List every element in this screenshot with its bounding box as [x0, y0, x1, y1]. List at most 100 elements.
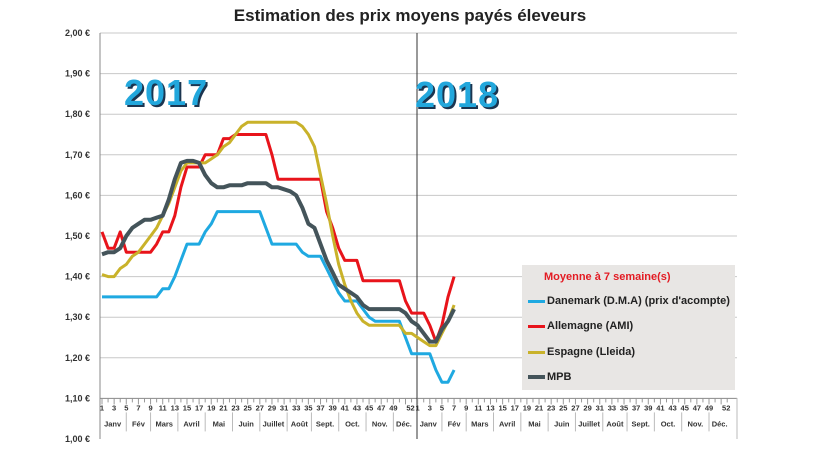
month-label: Mai	[528, 419, 541, 428]
month-label: Mars	[155, 419, 173, 428]
x-tick-label: 7	[452, 403, 456, 412]
series-line-mpb	[101, 158, 456, 344]
y-tick-label: 1,60 €	[65, 190, 90, 200]
legend-swatch	[528, 324, 545, 328]
x-tick-label: 7	[136, 403, 140, 412]
x-tick-label: 47	[377, 403, 385, 412]
x-tick-label: 25	[244, 403, 252, 412]
month-label: Juin	[238, 419, 254, 428]
month-label: Déc.	[396, 419, 412, 428]
year-label-2017: 2017	[124, 72, 209, 113]
legend-label: Allemagne (AMI)	[547, 320, 634, 332]
x-tick-label: 49	[705, 403, 713, 412]
x-tick-label: 3	[112, 403, 116, 412]
y-tick-label: 2,00 €	[65, 28, 90, 38]
month-label: Oct.	[345, 419, 360, 428]
x-tick-label: 27	[571, 403, 579, 412]
month-label: Sept.	[632, 419, 650, 428]
series-line-allemagne	[100, 133, 456, 344]
series-line-danemark	[102, 210, 456, 384]
x-tick-label: 35	[304, 403, 312, 412]
legend-title: Moyenne à 7 semaine(s)	[544, 271, 671, 283]
y-tick-label: 1,20 €	[65, 353, 90, 363]
month-label: Avril	[499, 419, 515, 428]
y-tick-label: 1,40 €	[65, 272, 90, 282]
chart-title: Estimation des prix moyens payés éleveur…	[233, 6, 587, 25]
month-label: Août	[606, 419, 624, 428]
x-tick-label: 52	[406, 403, 414, 412]
x-tick-label: 11	[159, 403, 167, 412]
x-tick-label: 31	[596, 403, 604, 412]
y-tick-label: 1,10 €	[65, 393, 90, 403]
month-label: Fév	[132, 419, 146, 428]
x-tick-label: 33	[292, 403, 300, 412]
x-tick-label: 47	[693, 403, 701, 412]
x-tick-label: 31	[280, 403, 288, 412]
x-tick-label: 37	[632, 403, 640, 412]
x-tick-label: 43	[668, 403, 676, 412]
x-tick-label: 9	[464, 403, 468, 412]
x-tick-label: 29	[268, 403, 276, 412]
x-tick-label: 41	[656, 403, 664, 412]
x-tick-label: 17	[511, 403, 519, 412]
y-tick-label: 1,80 €	[65, 109, 90, 119]
x-tick-label: 9	[148, 403, 152, 412]
x-tick-label: 19	[523, 403, 531, 412]
legend-swatch	[528, 350, 545, 354]
x-tick-label: 23	[231, 403, 239, 412]
month-label: Avril	[183, 419, 199, 428]
month-label: Déc.	[712, 419, 728, 428]
month-label: Fév	[448, 419, 462, 428]
month-label: Mars	[471, 419, 489, 428]
month-label: Janv	[104, 419, 122, 428]
legend-label: Danemark (D.M.A) (prix d'acompte)	[547, 295, 730, 307]
x-tick-label: 5	[440, 403, 444, 412]
x-tick-label: 21	[219, 403, 227, 412]
x-tick-label: 49	[389, 403, 397, 412]
legend-label: Espagne (Lleida)	[547, 346, 636, 358]
month-label: Juillet	[578, 419, 600, 428]
x-tick-label: 1	[100, 403, 104, 412]
legend-item-allemagne: Allemagne (AMI)	[528, 320, 633, 332]
month-label: Janv	[420, 419, 438, 428]
y-tick-label: 1,30 €	[65, 312, 90, 322]
month-label: Juillet	[263, 419, 285, 428]
x-tick-label: 21	[535, 403, 543, 412]
legend-item-espagne: Espagne (Lleida)	[528, 346, 635, 358]
x-tick-label: 23	[547, 403, 555, 412]
x-tick-label: 39	[644, 403, 652, 412]
x-tick-label: 3	[428, 403, 432, 412]
x-tick-label: 33	[608, 403, 616, 412]
legend-item-danemark: Danemark (D.M.A) (prix d'acompte)	[528, 295, 730, 307]
x-tick-label: 39	[328, 403, 336, 412]
y-tick-label: 1,00 €	[65, 434, 90, 444]
month-label: Sept.	[316, 419, 334, 428]
year-label-2018: 2018	[415, 74, 500, 115]
x-tick-label: 13	[486, 403, 494, 412]
month-label: Juin	[554, 419, 570, 428]
y-tick-label: 1,50 €	[65, 231, 90, 241]
legend-swatch	[528, 299, 545, 303]
x-tick-label: 43	[353, 403, 361, 412]
x-tick-label: 17	[195, 403, 203, 412]
x-tick-label: 5	[124, 403, 128, 412]
series-line-espagne	[101, 120, 456, 348]
legend-swatch	[528, 375, 545, 379]
month-label: Oct.	[661, 419, 676, 428]
x-tick-label: 11	[474, 403, 482, 412]
x-tick-label: 15	[183, 403, 191, 412]
month-label: Nov.	[687, 419, 703, 428]
x-tick-label: 52	[722, 403, 730, 412]
x-tick-label: 1	[416, 403, 420, 412]
x-tick-label: 25	[559, 403, 567, 412]
x-tick-label: 45	[365, 403, 373, 412]
x-tick-label: 15	[498, 403, 506, 412]
x-tick-label: 29	[583, 403, 591, 412]
legend-item-mpb: MPB	[528, 371, 571, 383]
y-tick-label: 1,90 €	[65, 69, 90, 79]
legend: Moyenne à 7 semaine(s) Danemark (D.M.A) …	[522, 265, 735, 390]
x-tick-label: 27	[256, 403, 264, 412]
x-tick-label: 37	[316, 403, 324, 412]
x-tick-label: 41	[341, 403, 349, 412]
